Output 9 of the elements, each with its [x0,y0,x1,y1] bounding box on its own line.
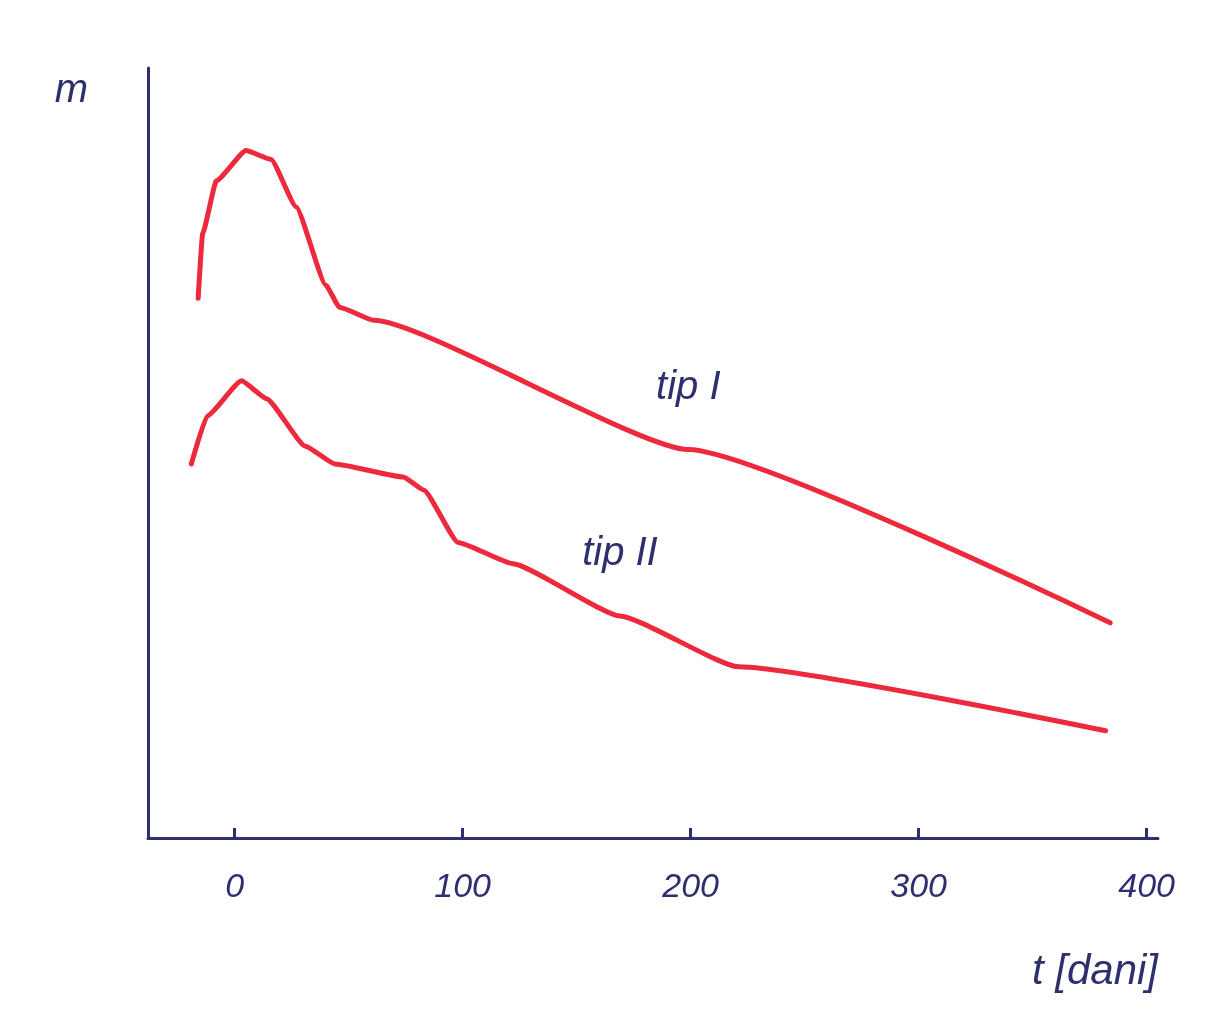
x-tick-label: 100 [434,866,492,904]
x-tick-label: 0 [225,866,245,904]
series-label: tip II [582,528,658,573]
x-tick-label: 400 [1118,866,1176,904]
x-tick-label: 200 [661,866,720,904]
y-axis-title: m [54,66,88,110]
x-tick-label: 300 [890,866,948,904]
x-axis-title: t [dani] [1031,945,1160,993]
series-label: tip I [656,362,721,407]
